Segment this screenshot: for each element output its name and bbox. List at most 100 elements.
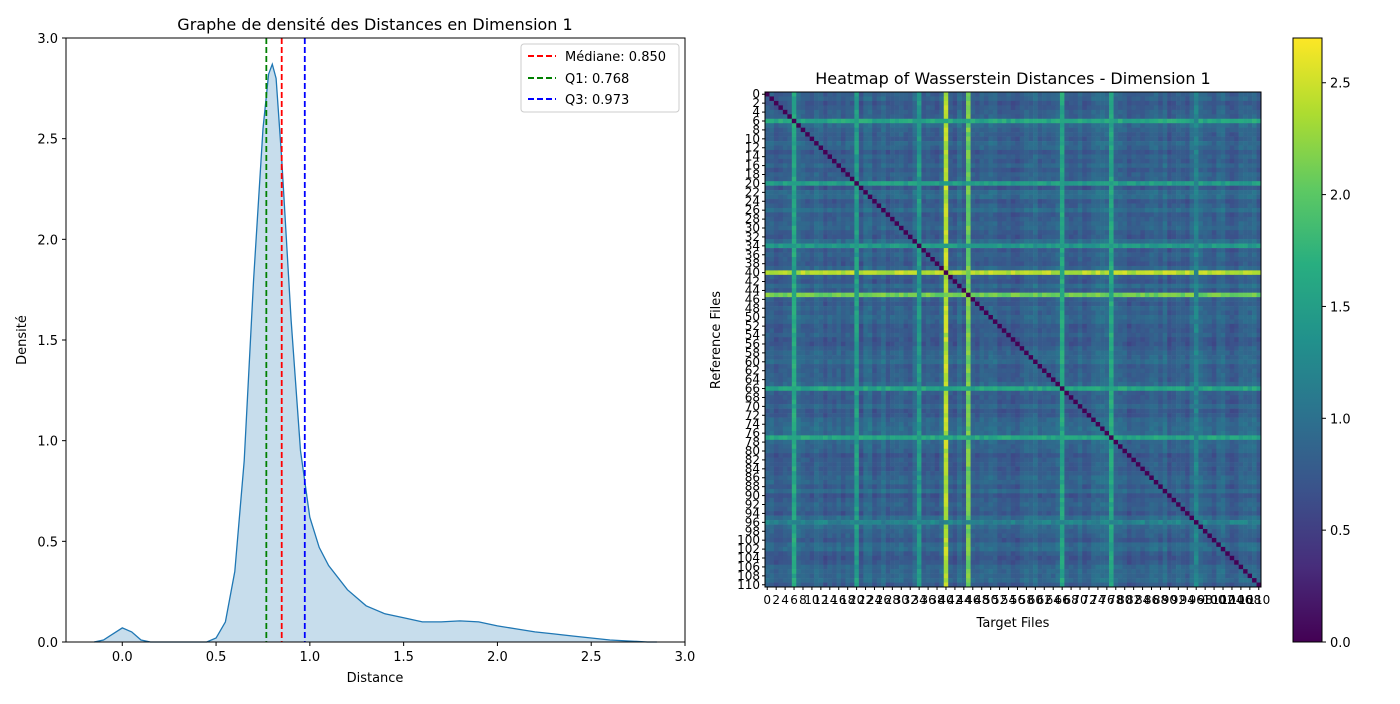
heatmap-cell bbox=[988, 181, 993, 186]
heatmap-cell bbox=[944, 239, 949, 244]
heatmap-cell bbox=[1078, 235, 1083, 240]
heatmap-cell bbox=[1002, 284, 1007, 289]
heatmap-cell bbox=[1163, 105, 1168, 110]
heatmap-cell bbox=[872, 128, 877, 133]
heatmap-cell bbox=[863, 217, 868, 222]
heatmap-cell bbox=[814, 284, 819, 289]
heatmap-cell bbox=[1078, 230, 1083, 235]
heatmap-cell bbox=[1051, 101, 1056, 106]
heatmap-cell bbox=[988, 212, 993, 217]
heatmap-cell bbox=[993, 279, 998, 284]
heatmap-cell bbox=[1064, 137, 1069, 142]
heatmap-cell bbox=[1136, 284, 1141, 289]
heatmap-cell bbox=[939, 119, 944, 124]
heatmap-cell bbox=[1038, 221, 1043, 226]
heatmap-cell bbox=[971, 275, 976, 280]
heatmap-cell bbox=[993, 186, 998, 191]
heatmap-cell bbox=[930, 288, 935, 293]
heatmap-cell bbox=[1038, 132, 1043, 137]
heatmap-cell bbox=[988, 168, 993, 173]
heatmap-cell bbox=[1069, 199, 1074, 204]
heatmap-cell bbox=[1038, 105, 1043, 110]
heatmap-cell bbox=[778, 146, 783, 151]
heatmap-cell bbox=[823, 239, 828, 244]
heatmap-cell bbox=[845, 217, 850, 222]
heatmap-cell bbox=[1114, 275, 1119, 280]
heatmap-cell bbox=[1136, 96, 1141, 101]
heatmap-cell bbox=[979, 172, 984, 177]
heatmap-cell bbox=[1140, 257, 1145, 262]
heatmap-cell bbox=[1029, 239, 1034, 244]
heatmap-cell bbox=[912, 172, 917, 177]
heatmap-cell bbox=[859, 199, 864, 204]
heatmap-cell bbox=[1234, 239, 1239, 244]
heatmap-cell bbox=[1100, 266, 1105, 271]
heatmap-cell bbox=[1136, 208, 1141, 213]
heatmap-cell bbox=[1163, 275, 1168, 280]
heatmap-cell bbox=[881, 110, 886, 115]
heatmap-cell bbox=[886, 266, 891, 271]
heatmap-cell bbox=[765, 159, 770, 164]
heatmap-cell bbox=[1207, 110, 1212, 115]
heatmap-cell bbox=[1181, 119, 1186, 124]
heatmap-cell bbox=[854, 168, 859, 173]
heatmap-cell bbox=[979, 275, 984, 280]
heatmap-cell bbox=[1064, 266, 1069, 271]
heatmap-cell bbox=[1176, 195, 1181, 200]
heatmap-cell bbox=[962, 101, 967, 106]
heatmap-cell bbox=[805, 110, 810, 115]
heatmap-cell bbox=[935, 244, 940, 249]
heatmap-cell bbox=[823, 181, 828, 186]
heatmap-cell bbox=[935, 123, 940, 128]
heatmap-cell bbox=[1252, 212, 1257, 217]
heatmap-cell bbox=[1087, 154, 1092, 159]
heatmap-cell bbox=[1248, 261, 1253, 266]
heatmap-cell bbox=[1122, 146, 1127, 151]
heatmap-cell bbox=[975, 279, 980, 284]
heatmap-cell bbox=[814, 257, 819, 262]
heatmap-cell bbox=[975, 96, 980, 101]
heatmap-cell bbox=[1181, 230, 1186, 235]
heatmap-cell bbox=[805, 208, 810, 213]
heatmap-cell bbox=[1181, 244, 1186, 249]
heatmap-cell bbox=[1185, 101, 1190, 106]
heatmap-cell bbox=[845, 154, 850, 159]
heatmap-cell bbox=[796, 226, 801, 231]
heatmap-cell bbox=[1024, 172, 1029, 177]
heatmap-cell bbox=[783, 137, 788, 142]
heatmap-cell bbox=[841, 128, 846, 133]
heatmap-cell bbox=[944, 253, 949, 258]
heatmap-cell bbox=[1033, 279, 1038, 284]
heatmap-cell bbox=[859, 190, 864, 195]
heatmap-cell bbox=[1248, 101, 1253, 106]
heatmap-cell bbox=[819, 105, 824, 110]
heatmap-cell bbox=[1172, 244, 1177, 249]
heatmap-cell bbox=[908, 235, 913, 240]
heatmap-cell bbox=[1047, 235, 1052, 240]
heatmap-cell bbox=[1055, 208, 1060, 213]
heatmap-cell bbox=[1015, 110, 1020, 115]
heatmap-cell bbox=[1234, 119, 1239, 124]
heatmap-cell bbox=[979, 217, 984, 222]
heatmap-cell bbox=[841, 261, 846, 266]
heatmap-cell bbox=[935, 132, 940, 137]
heatmap-cell bbox=[948, 181, 953, 186]
heatmap-cell bbox=[1239, 150, 1244, 155]
heatmap-cell bbox=[783, 119, 788, 124]
heatmap-cell bbox=[1163, 132, 1168, 137]
heatmap-cell bbox=[886, 221, 891, 226]
heatmap-cell bbox=[1105, 168, 1110, 173]
heatmap-cell bbox=[1212, 186, 1217, 191]
heatmap-cell bbox=[957, 92, 962, 97]
heatmap-cell bbox=[1033, 217, 1038, 222]
heatmap-cell bbox=[926, 221, 931, 226]
heatmap-cell bbox=[1230, 221, 1235, 226]
heatmap-cell bbox=[1082, 172, 1087, 177]
heatmap-cell bbox=[1020, 279, 1025, 284]
heatmap-cell bbox=[1087, 141, 1092, 146]
heatmap-cell bbox=[1114, 150, 1119, 155]
heatmap-cell bbox=[1230, 261, 1235, 266]
heatmap-cell bbox=[1055, 270, 1060, 275]
heatmap-cell bbox=[957, 208, 962, 213]
heatmap-cell bbox=[966, 203, 971, 208]
